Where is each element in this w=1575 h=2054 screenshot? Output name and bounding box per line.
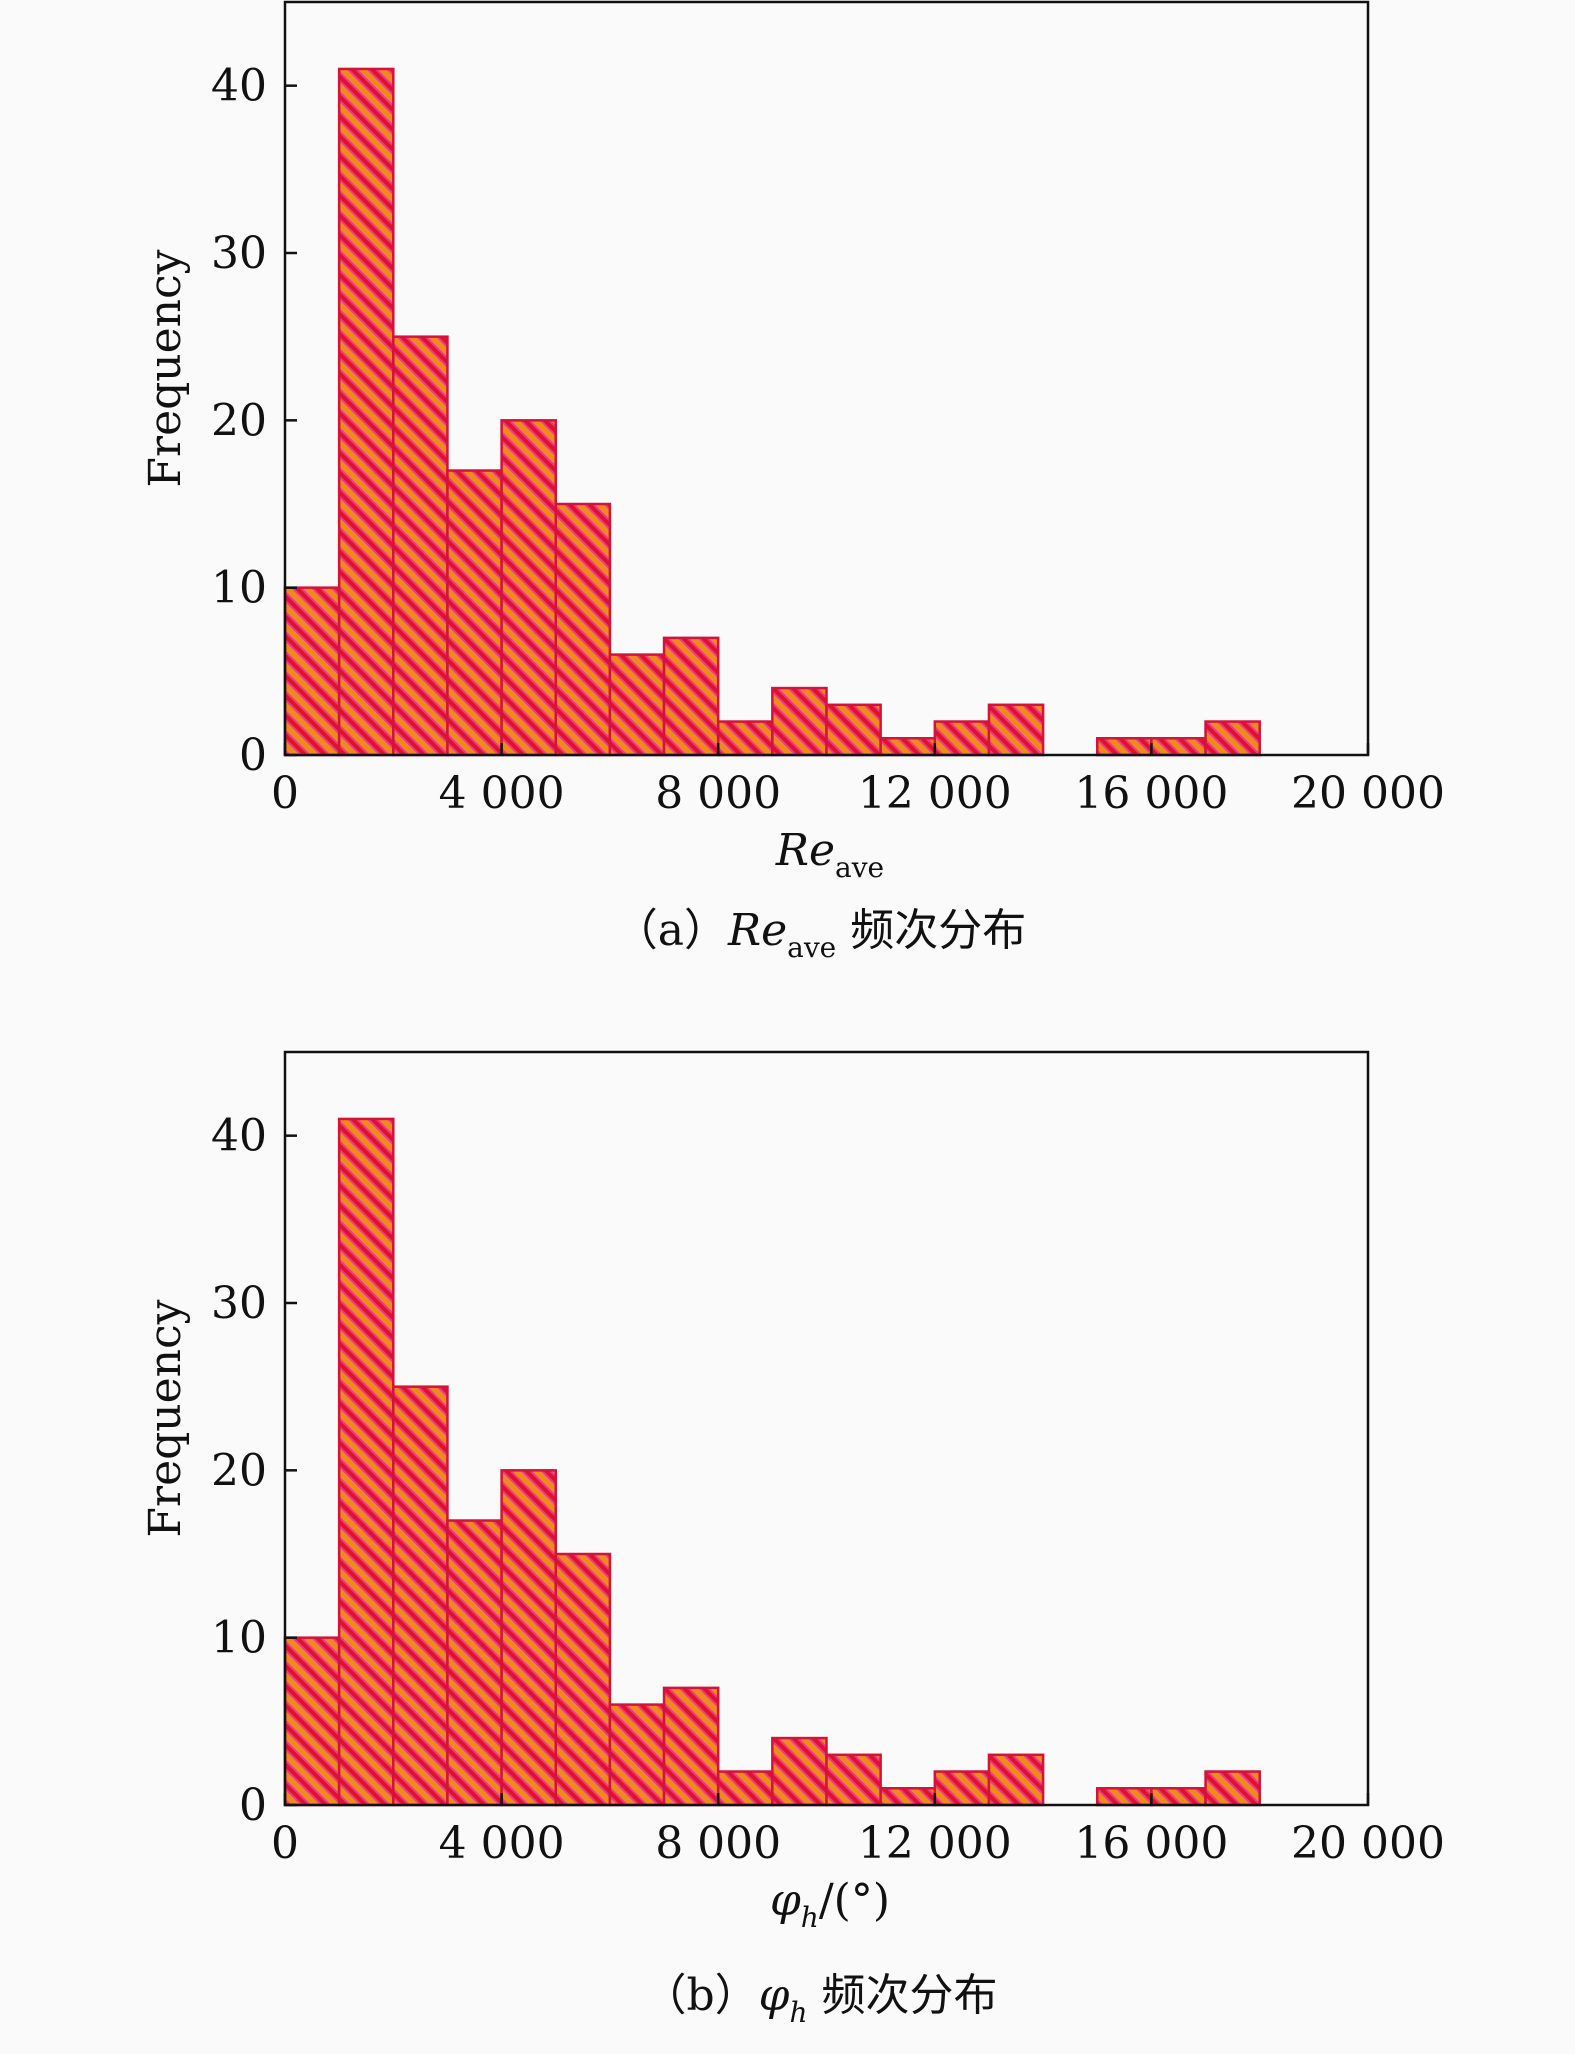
histogram-bar xyxy=(608,1703,666,1807)
histogram-bar xyxy=(337,1117,395,1807)
x-tick-label: 4 000 xyxy=(439,768,565,819)
x-axis-title: φh/(°) xyxy=(770,1875,890,1934)
x-tick-label: 0 xyxy=(271,768,299,819)
histogram-bar xyxy=(500,419,558,757)
x-tick-label: 4 000 xyxy=(439,1818,565,1869)
histogram-bar xyxy=(392,1385,449,1807)
histogram-bar xyxy=(554,1552,612,1807)
histogram-bar xyxy=(716,1770,774,1807)
histogram-bar xyxy=(500,1469,558,1807)
y-tick-label: 40 xyxy=(211,1111,267,1162)
histogram-bar xyxy=(933,720,991,757)
y-axis-title: Frequency xyxy=(140,249,191,487)
histogram-bar xyxy=(337,67,395,757)
histogram-bar xyxy=(1150,737,1207,757)
histogram-bar xyxy=(879,1787,937,1807)
histogram-bar xyxy=(1096,1787,1153,1807)
histogram-bar xyxy=(716,720,774,757)
histogram-bar xyxy=(1204,720,1261,757)
x-tick-label: 12 000 xyxy=(858,1818,1012,1869)
histogram-bar xyxy=(825,703,882,757)
x-tick-label: 20 000 xyxy=(1291,768,1445,819)
y-axis-title: Frequency xyxy=(140,1299,191,1537)
y-tick-label: 10 xyxy=(211,563,267,614)
histogram-bar xyxy=(446,1519,503,1807)
panel-caption: （b）φh 频次分布 xyxy=(642,1970,997,2029)
histogram-bar xyxy=(554,502,612,757)
histogram-bar xyxy=(771,686,828,757)
histogram-bar xyxy=(933,1770,991,1807)
plot-frame xyxy=(283,0,1370,757)
y-tick-label: 20 xyxy=(211,395,267,446)
histogram-panel-b: 0 4 000 8 000 12 000 16 000 20 000 0 10 20 30 40 Fr… xyxy=(140,1050,1445,2029)
histogram-panel-a: 0 4 000 8 000 12 000 16 000 20 000 0 10 20 30 40 Fr… xyxy=(140,0,1445,964)
histogram-bar xyxy=(825,1753,882,1807)
histogram-bar xyxy=(879,737,937,757)
y-tick-label: 40 xyxy=(211,61,267,112)
histogram-bar xyxy=(771,1736,828,1807)
histogram-bar xyxy=(283,586,341,757)
x-tick-label: 16 000 xyxy=(1074,1818,1228,1869)
plot-frame xyxy=(283,1050,1370,1807)
panel-caption: （a）Reave 频次分布 xyxy=(614,905,1027,964)
histogram-bar xyxy=(446,469,503,757)
histogram-bar xyxy=(987,703,1045,757)
histogram-bar xyxy=(608,653,666,757)
y-tick-label: 0 xyxy=(239,730,267,781)
y-tick-label: 20 xyxy=(211,1445,267,1496)
y-tick-label: 0 xyxy=(239,1780,267,1831)
x-axis-title: Reave xyxy=(775,825,884,884)
x-tick-label: 12 000 xyxy=(858,768,1012,819)
histogram-bar xyxy=(662,1686,720,1807)
histogram-bar xyxy=(1204,1770,1261,1807)
histogram-bar xyxy=(1150,1787,1207,1807)
histogram-bar xyxy=(987,1753,1045,1807)
x-tick-label: 8 000 xyxy=(655,768,781,819)
histogram-bar xyxy=(1096,737,1153,757)
x-tick-label: 16 000 xyxy=(1074,768,1228,819)
x-tick-label: 8 000 xyxy=(655,1818,781,1869)
y-tick-label: 30 xyxy=(211,1278,267,1329)
histogram-bar xyxy=(283,1636,341,1807)
x-tick-label: 0 xyxy=(271,1818,299,1869)
histogram-bar xyxy=(392,335,449,757)
x-tick-label: 20 000 xyxy=(1291,1818,1445,1869)
y-tick-label: 10 xyxy=(211,1613,267,1664)
y-tick-label: 30 xyxy=(211,228,267,279)
histogram-bar xyxy=(662,636,720,757)
